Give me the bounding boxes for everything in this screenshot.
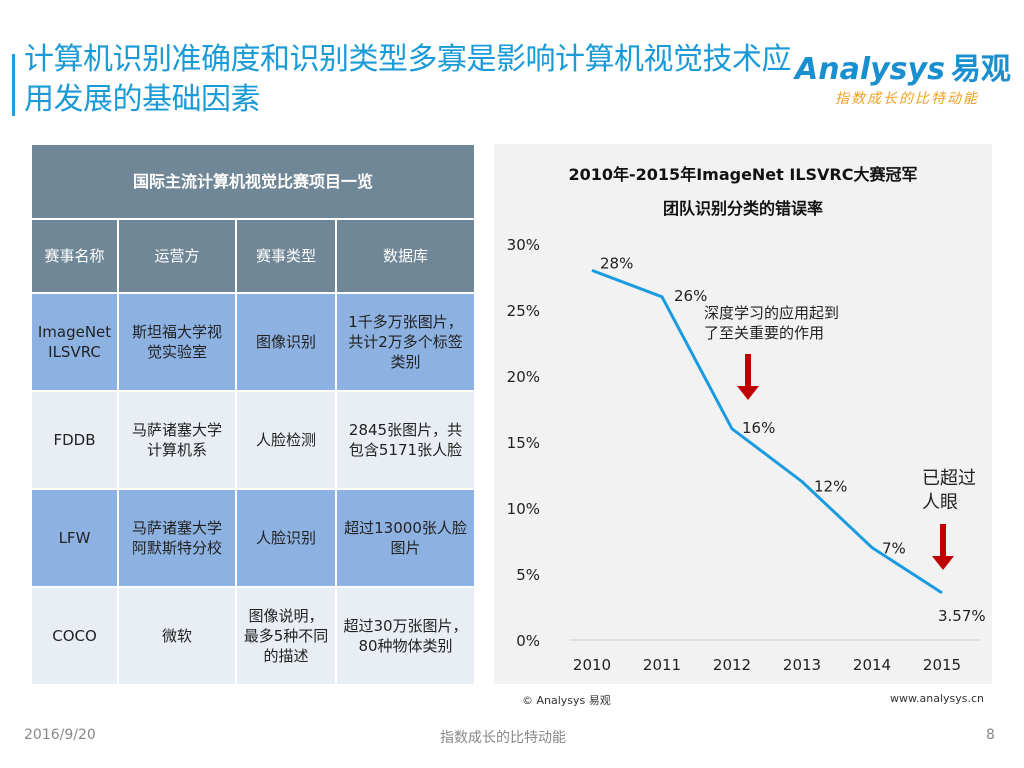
- chart-svg: 2010年-2015年ImageNet ILSVRC大赛冠军团队识别分类的错误率…: [507, 165, 986, 674]
- x-tick-label: 2015: [923, 656, 961, 674]
- data-label: 16%: [742, 419, 775, 437]
- chart-title: 2010年-2015年ImageNet ILSVRC大赛冠军: [568, 165, 917, 184]
- x-tick-label: 2010: [573, 656, 611, 674]
- table-cell: 图像说明， 最多5种不同 的描述: [237, 588, 335, 684]
- table-cell: 1千多万张图片， 共计2万多个标签 类别: [337, 294, 474, 390]
- data-label: 28%: [600, 254, 633, 272]
- page-title: 计算机识别准确度和识别类型多寡是影响计算机视觉技术应用发展的基础因素: [24, 42, 792, 117]
- table-cell: 超过30万张图片， 80种物体类别: [337, 588, 474, 684]
- table-caption: 国际主流计算机视觉比赛项目一览: [32, 145, 474, 218]
- table-cell: 马萨诸塞大学 计算机系: [119, 392, 235, 488]
- logo-slogan: 指数成长的比特动能: [835, 91, 979, 107]
- table-cell: 图像识别: [237, 294, 335, 390]
- table-cell: 斯坦福大学视 觉实验室: [119, 294, 235, 390]
- date: 2016/9/20: [24, 727, 96, 743]
- column-header: 数据库: [337, 220, 474, 292]
- y-tick-label: 20%: [507, 368, 540, 386]
- logo-text: Analysys: [795, 52, 945, 87]
- table-cell: 微软: [119, 588, 235, 684]
- competition-table: 国际主流计算机视觉比赛项目一览 赛事名称 运营方 赛事类型 数据库 ImageN…: [30, 143, 476, 686]
- x-tick-label: 2012: [713, 656, 751, 674]
- data-label: 3.57%: [938, 607, 986, 625]
- data-label: 7%: [882, 540, 906, 558]
- y-tick-label: 0%: [516, 632, 540, 650]
- analysys-logo: Analysys 易观 指数成长的比特动能: [795, 44, 1011, 108]
- table-cell: FDDB: [32, 392, 117, 488]
- down-arrow-icon: [932, 556, 954, 570]
- table-row: COCO 微软 图像说明， 最多5种不同 的描述 超过30万张图片， 80种物体…: [32, 588, 474, 684]
- y-tick-label: 10%: [507, 500, 540, 518]
- y-tick-label: 25%: [507, 302, 540, 320]
- down-arrow-icon: [737, 386, 759, 400]
- x-tick-label: 2011: [643, 656, 681, 674]
- column-header: 赛事名称: [32, 220, 117, 292]
- column-header: 运营方: [119, 220, 235, 292]
- table-cell: ImageNet ILSVRC: [32, 294, 117, 390]
- logo-cn: 易观: [950, 52, 1011, 87]
- x-tick-label: 2013: [783, 656, 821, 674]
- table-cell: 2845张图片，共 包含5171张人脸: [337, 392, 474, 488]
- table-cell: 超过13000张人脸 图片: [337, 490, 474, 586]
- page-number: 8: [986, 727, 995, 743]
- chart-source: © Analysys 易观: [522, 694, 611, 707]
- y-tick-label: 30%: [507, 236, 540, 254]
- series-line: [591, 268, 943, 595]
- column-header: 赛事类型: [237, 220, 335, 292]
- website-url: www.analysys.cn: [890, 692, 984, 705]
- table-cell: 人脸检测: [237, 392, 335, 488]
- table-cell: LFW: [32, 490, 117, 586]
- table-cell: COCO: [32, 588, 117, 684]
- footer-slogan: 指数成长的比特动能: [440, 730, 566, 746]
- table-row: LFW 马萨诸塞大学 阿默斯特分校 人脸识别 超过13000张人脸 图片: [32, 490, 474, 586]
- annotation-text: 深度学习的应用起到了至关重要的作用: [704, 304, 839, 342]
- table-cell: 马萨诸塞大学 阿默斯特分校: [119, 490, 235, 586]
- data-label: 12%: [814, 478, 847, 496]
- table-row: ImageNet ILSVRC 斯坦福大学视 觉实验室 图像识别 1千多万张图片…: [32, 294, 474, 390]
- error-rate-chart: 2010年-2015年ImageNet ILSVRC大赛冠军 团队识别分类的错误率…: [494, 144, 992, 684]
- table-cell: 人脸识别: [237, 490, 335, 586]
- table-row: FDDB 马萨诸塞大学 计算机系 人脸检测 2845张图片，共 包含5171张人…: [32, 392, 474, 488]
- y-tick-label: 15%: [507, 434, 540, 452]
- x-tick-label: 2014: [853, 656, 891, 674]
- data-label: 26%: [674, 287, 707, 305]
- chart-subtitle: 团队识别分类的错误率: [663, 199, 823, 218]
- y-tick-label: 5%: [516, 566, 540, 584]
- annotation-text: 已超过人眼: [922, 468, 976, 513]
- title-accent-bar: [12, 54, 15, 116]
